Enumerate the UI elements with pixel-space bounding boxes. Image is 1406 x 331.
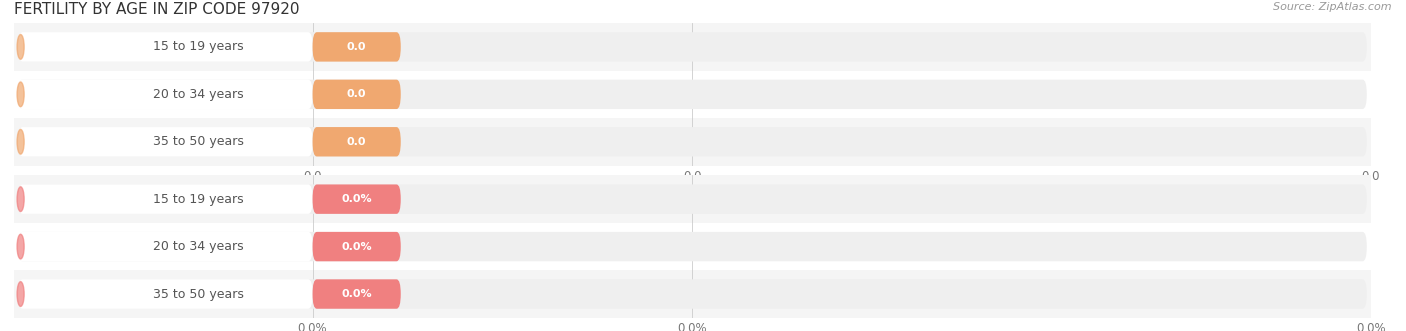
FancyBboxPatch shape [18,232,312,261]
Text: 15 to 19 years: 15 to 19 years [153,40,243,53]
FancyBboxPatch shape [18,279,1367,309]
FancyBboxPatch shape [312,80,401,109]
Text: 0.0%: 0.0% [342,194,373,204]
Text: 0.0: 0.0 [347,137,367,147]
FancyBboxPatch shape [18,232,1367,261]
Bar [14,223,1371,270]
Text: 0.0: 0.0 [347,42,367,52]
Text: 0.0: 0.0 [347,89,367,99]
Text: FERTILITY BY AGE IN ZIP CODE 97920: FERTILITY BY AGE IN ZIP CODE 97920 [14,2,299,17]
Circle shape [17,234,24,259]
Bar [14,71,1371,118]
Circle shape [17,82,24,107]
FancyBboxPatch shape [18,127,312,157]
FancyBboxPatch shape [312,32,401,62]
FancyBboxPatch shape [18,80,312,109]
Text: 35 to 50 years: 35 to 50 years [153,288,245,301]
Text: 20 to 34 years: 20 to 34 years [153,240,243,253]
Text: 15 to 19 years: 15 to 19 years [153,193,243,206]
Text: 35 to 50 years: 35 to 50 years [153,135,245,148]
FancyBboxPatch shape [18,80,1367,109]
FancyBboxPatch shape [312,127,401,157]
Bar [14,175,1371,223]
FancyBboxPatch shape [312,184,401,214]
FancyBboxPatch shape [18,32,1367,62]
Bar [14,270,1371,318]
Circle shape [17,282,24,307]
Text: Source: ZipAtlas.com: Source: ZipAtlas.com [1274,2,1392,12]
FancyBboxPatch shape [18,279,312,309]
FancyBboxPatch shape [18,127,1367,157]
FancyBboxPatch shape [312,232,401,261]
Circle shape [17,129,24,154]
FancyBboxPatch shape [312,279,401,309]
Bar [14,118,1371,166]
Text: 0.0%: 0.0% [342,289,373,299]
FancyBboxPatch shape [18,32,312,62]
Circle shape [17,187,24,212]
Text: 20 to 34 years: 20 to 34 years [153,88,243,101]
FancyBboxPatch shape [18,184,1367,214]
Text: 0.0%: 0.0% [342,242,373,252]
FancyBboxPatch shape [18,184,312,214]
Circle shape [17,34,24,59]
Bar [14,23,1371,71]
